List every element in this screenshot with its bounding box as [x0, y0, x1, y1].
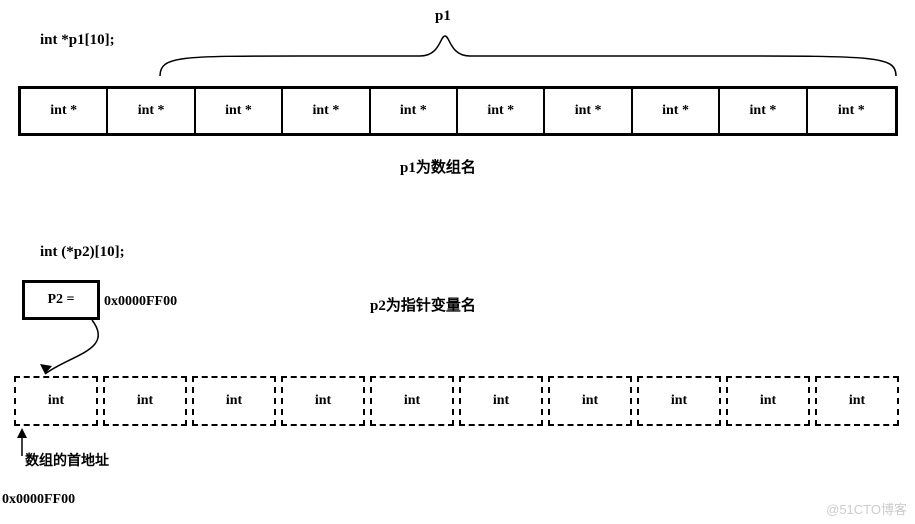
p2-cell: int	[192, 376, 276, 426]
p1-caption: p1为数组名	[400, 156, 476, 177]
p1-brace-label: p1	[435, 8, 451, 25]
p1-cell: int *	[633, 89, 720, 133]
p1-cell: int *	[21, 89, 108, 133]
p2-first-addr-label: 数组的首地址	[12, 454, 122, 471]
p1-cell: int *	[545, 89, 632, 133]
p1-cell: int *	[283, 89, 370, 133]
p2-cell: int	[14, 376, 98, 426]
p2-cell: int	[726, 376, 810, 426]
p2-cell: int	[815, 376, 899, 426]
p1-array-row: int *int *int *int *int *int *int *int *…	[18, 86, 898, 136]
watermark: @51CTO博客	[826, 499, 907, 518]
p1-cell: int *	[196, 89, 283, 133]
p2-cell: int	[637, 376, 721, 426]
p1-cell: int *	[720, 89, 807, 133]
p1-cell: int *	[458, 89, 545, 133]
p1-cell: int *	[108, 89, 195, 133]
p2-cell: int	[459, 376, 543, 426]
p2-pointer-box: P2 =	[22, 280, 100, 320]
p2-address-value: 0x0000FF00	[104, 294, 177, 310]
p2-array-row: intintintintintintintintintint	[14, 376, 899, 426]
p2-cell: int	[370, 376, 454, 426]
p2-cell: int	[548, 376, 632, 426]
p2-cell: int	[281, 376, 365, 426]
p1-cell: int *	[371, 89, 458, 133]
p1-cell: int *	[808, 89, 895, 133]
p2-caption: p2为指针变量名	[370, 294, 476, 315]
p2-first-addr-value: 0x0000FF00	[2, 492, 75, 508]
p2-cell: int	[103, 376, 187, 426]
p1-brace	[0, 0, 915, 86]
p2-declaration: int (*p2)[10];	[40, 244, 125, 261]
